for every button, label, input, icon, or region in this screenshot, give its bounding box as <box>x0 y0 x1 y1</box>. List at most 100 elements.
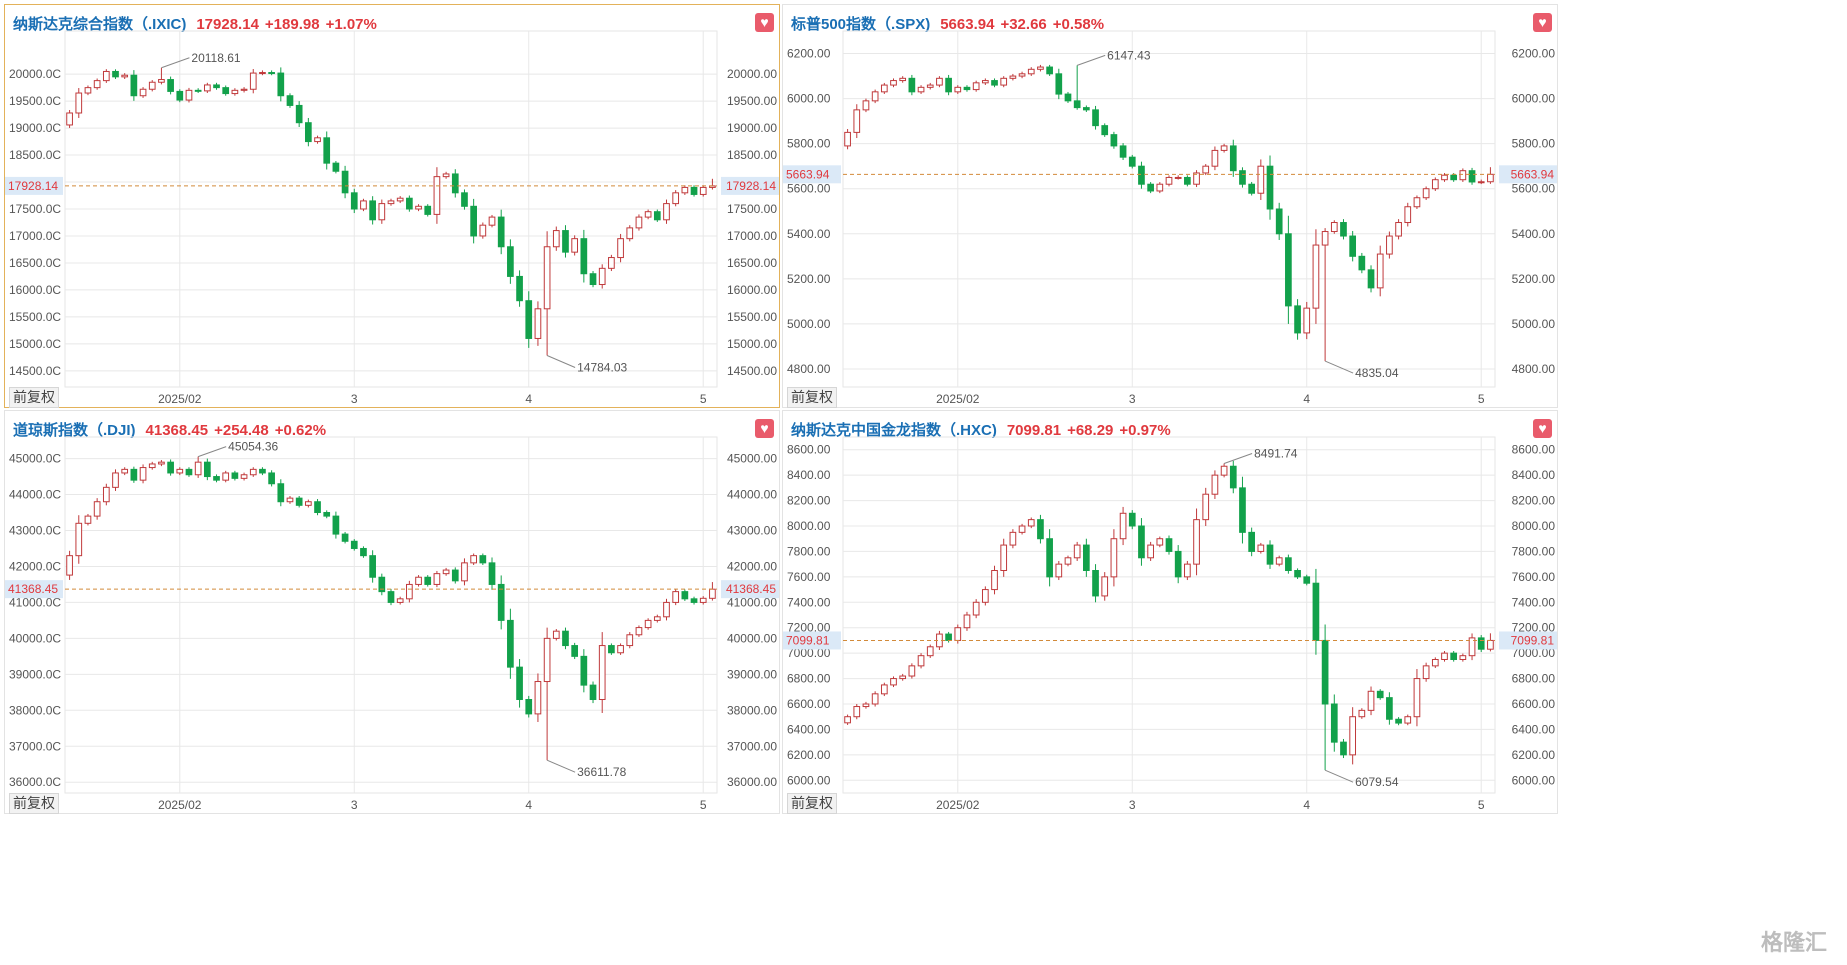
candle-up[interactable] <box>1477 181 1485 184</box>
candle-up[interactable] <box>880 684 888 695</box>
price-adjust-button[interactable]: 前复权 <box>787 793 837 814</box>
candle-up[interactable] <box>433 176 441 215</box>
candle-down[interactable] <box>130 468 138 481</box>
candle-up[interactable] <box>433 573 441 585</box>
chart-panel[interactable]: 纳斯达克中国金龙指数（.HXC) 7099.81 +68.29 +0.97% ♥ 6000… <box>782 410 1558 814</box>
candle-up[interactable] <box>1027 519 1035 527</box>
candle-up[interactable] <box>1257 165 1265 194</box>
candle-up[interactable] <box>1073 544 1081 559</box>
candle-up[interactable] <box>1119 512 1127 540</box>
candle-down[interactable] <box>286 95 294 106</box>
candle-down[interactable] <box>488 562 496 585</box>
candle-down[interactable] <box>1367 269 1375 289</box>
price-adjust-button[interactable]: 前复权 <box>787 387 837 408</box>
candle-up[interactable] <box>1156 183 1164 192</box>
candle-up[interactable] <box>305 501 312 506</box>
index-name[interactable]: 道琼斯指数（.DJI) <box>13 422 136 439</box>
candle-down[interactable] <box>341 170 349 194</box>
candle-down[interactable] <box>332 515 340 535</box>
candle-up[interactable] <box>926 84 934 88</box>
candle-down[interactable] <box>1092 570 1099 597</box>
candle-down[interactable] <box>1349 235 1357 257</box>
candle-down[interactable] <box>167 79 174 92</box>
candle-up[interactable] <box>1165 176 1173 185</box>
candle-up[interactable] <box>954 627 962 641</box>
candle-down[interactable] <box>1321 639 1329 705</box>
candle-up[interactable] <box>672 591 680 603</box>
candle-up[interactable] <box>890 80 897 86</box>
candle-up[interactable] <box>672 192 680 205</box>
candle-up[interactable] <box>1220 465 1228 476</box>
candle-down[interactable] <box>1450 174 1458 181</box>
candle-down[interactable] <box>497 583 505 621</box>
candle-down[interactable] <box>295 497 303 506</box>
candle-up[interactable] <box>598 267 606 286</box>
candle-up[interactable] <box>635 216 643 229</box>
candle-up[interactable] <box>608 257 615 269</box>
candle-up[interactable] <box>552 630 560 639</box>
candle-down[interactable] <box>1386 697 1393 720</box>
candle-down[interactable] <box>1083 544 1090 571</box>
candle-up[interactable] <box>972 82 980 91</box>
candle-up[interactable] <box>1257 544 1265 552</box>
candle-down[interactable] <box>1138 165 1145 185</box>
candle-up[interactable] <box>1349 716 1357 756</box>
candle-down[interactable] <box>350 540 358 549</box>
candle-up[interactable] <box>1000 544 1008 571</box>
candle-down[interactable] <box>507 246 514 277</box>
candle-down[interactable] <box>277 72 285 97</box>
candle-up[interactable] <box>139 88 147 97</box>
candle-up[interactable] <box>1431 659 1439 667</box>
candle-up[interactable] <box>598 645 606 701</box>
index-name[interactable]: 纳斯达克中国金龙指数（.HXC) <box>791 422 997 439</box>
candle-up[interactable] <box>653 616 661 621</box>
candle-up[interactable] <box>84 87 92 94</box>
candle-up[interactable] <box>571 238 579 253</box>
candle-up[interactable] <box>387 200 395 205</box>
candle-up[interactable] <box>552 230 560 248</box>
candle-down[interactable] <box>1184 176 1191 185</box>
candle-down[interactable] <box>1266 544 1274 565</box>
candlestick-chart[interactable]: 14500.0C 14500.00 15000.0C 15000.00 15500.0C… <box>5 5 781 409</box>
candle-up[interactable] <box>1431 179 1439 190</box>
candle-down[interactable] <box>1110 134 1118 147</box>
candle-down[interactable] <box>525 300 533 339</box>
candle-down[interactable] <box>1229 465 1237 489</box>
candle-up[interactable] <box>617 645 624 654</box>
candle-down[interactable] <box>1468 170 1476 183</box>
candle-up[interactable] <box>1441 652 1448 660</box>
candle-up[interactable] <box>194 461 202 476</box>
candle-up[interactable] <box>406 583 413 600</box>
candle-up[interactable] <box>249 468 257 476</box>
candle-down[interactable] <box>1174 550 1182 578</box>
candle-down[interactable] <box>332 162 340 172</box>
candle-down[interactable] <box>690 186 698 195</box>
candle-up[interactable] <box>442 569 450 575</box>
candle-down[interactable] <box>908 77 916 93</box>
candle-down[interactable] <box>203 461 211 478</box>
candle-up[interactable] <box>1441 174 1448 181</box>
candle-down[interactable] <box>305 122 312 143</box>
candle-up[interactable] <box>844 131 851 147</box>
candle-up[interactable] <box>1156 538 1164 546</box>
candle-down[interactable] <box>451 569 459 582</box>
candle-down[interactable] <box>571 645 579 657</box>
candle-up[interactable] <box>121 468 129 474</box>
candle-up[interactable] <box>543 246 551 310</box>
candle-up[interactable] <box>93 501 101 517</box>
candle-down[interactable] <box>1330 703 1338 743</box>
candle-up[interactable] <box>1422 188 1430 199</box>
price-adjust-button[interactable]: 前复权 <box>9 387 59 408</box>
candle-down[interactable] <box>470 205 477 237</box>
candle-up[interactable] <box>899 675 907 680</box>
candle-down[interactable] <box>1055 73 1063 95</box>
favorite-heart-icon[interactable]: ♥ <box>755 419 774 438</box>
candle-up[interactable] <box>231 89 239 95</box>
candle-up[interactable] <box>488 216 496 226</box>
candle-up[interactable] <box>534 681 542 715</box>
candle-up[interactable] <box>862 703 870 708</box>
candle-up[interactable] <box>1000 77 1008 86</box>
candle-up[interactable] <box>1009 75 1017 79</box>
candle-down[interactable] <box>1285 233 1292 307</box>
candle-down[interactable] <box>213 84 220 89</box>
